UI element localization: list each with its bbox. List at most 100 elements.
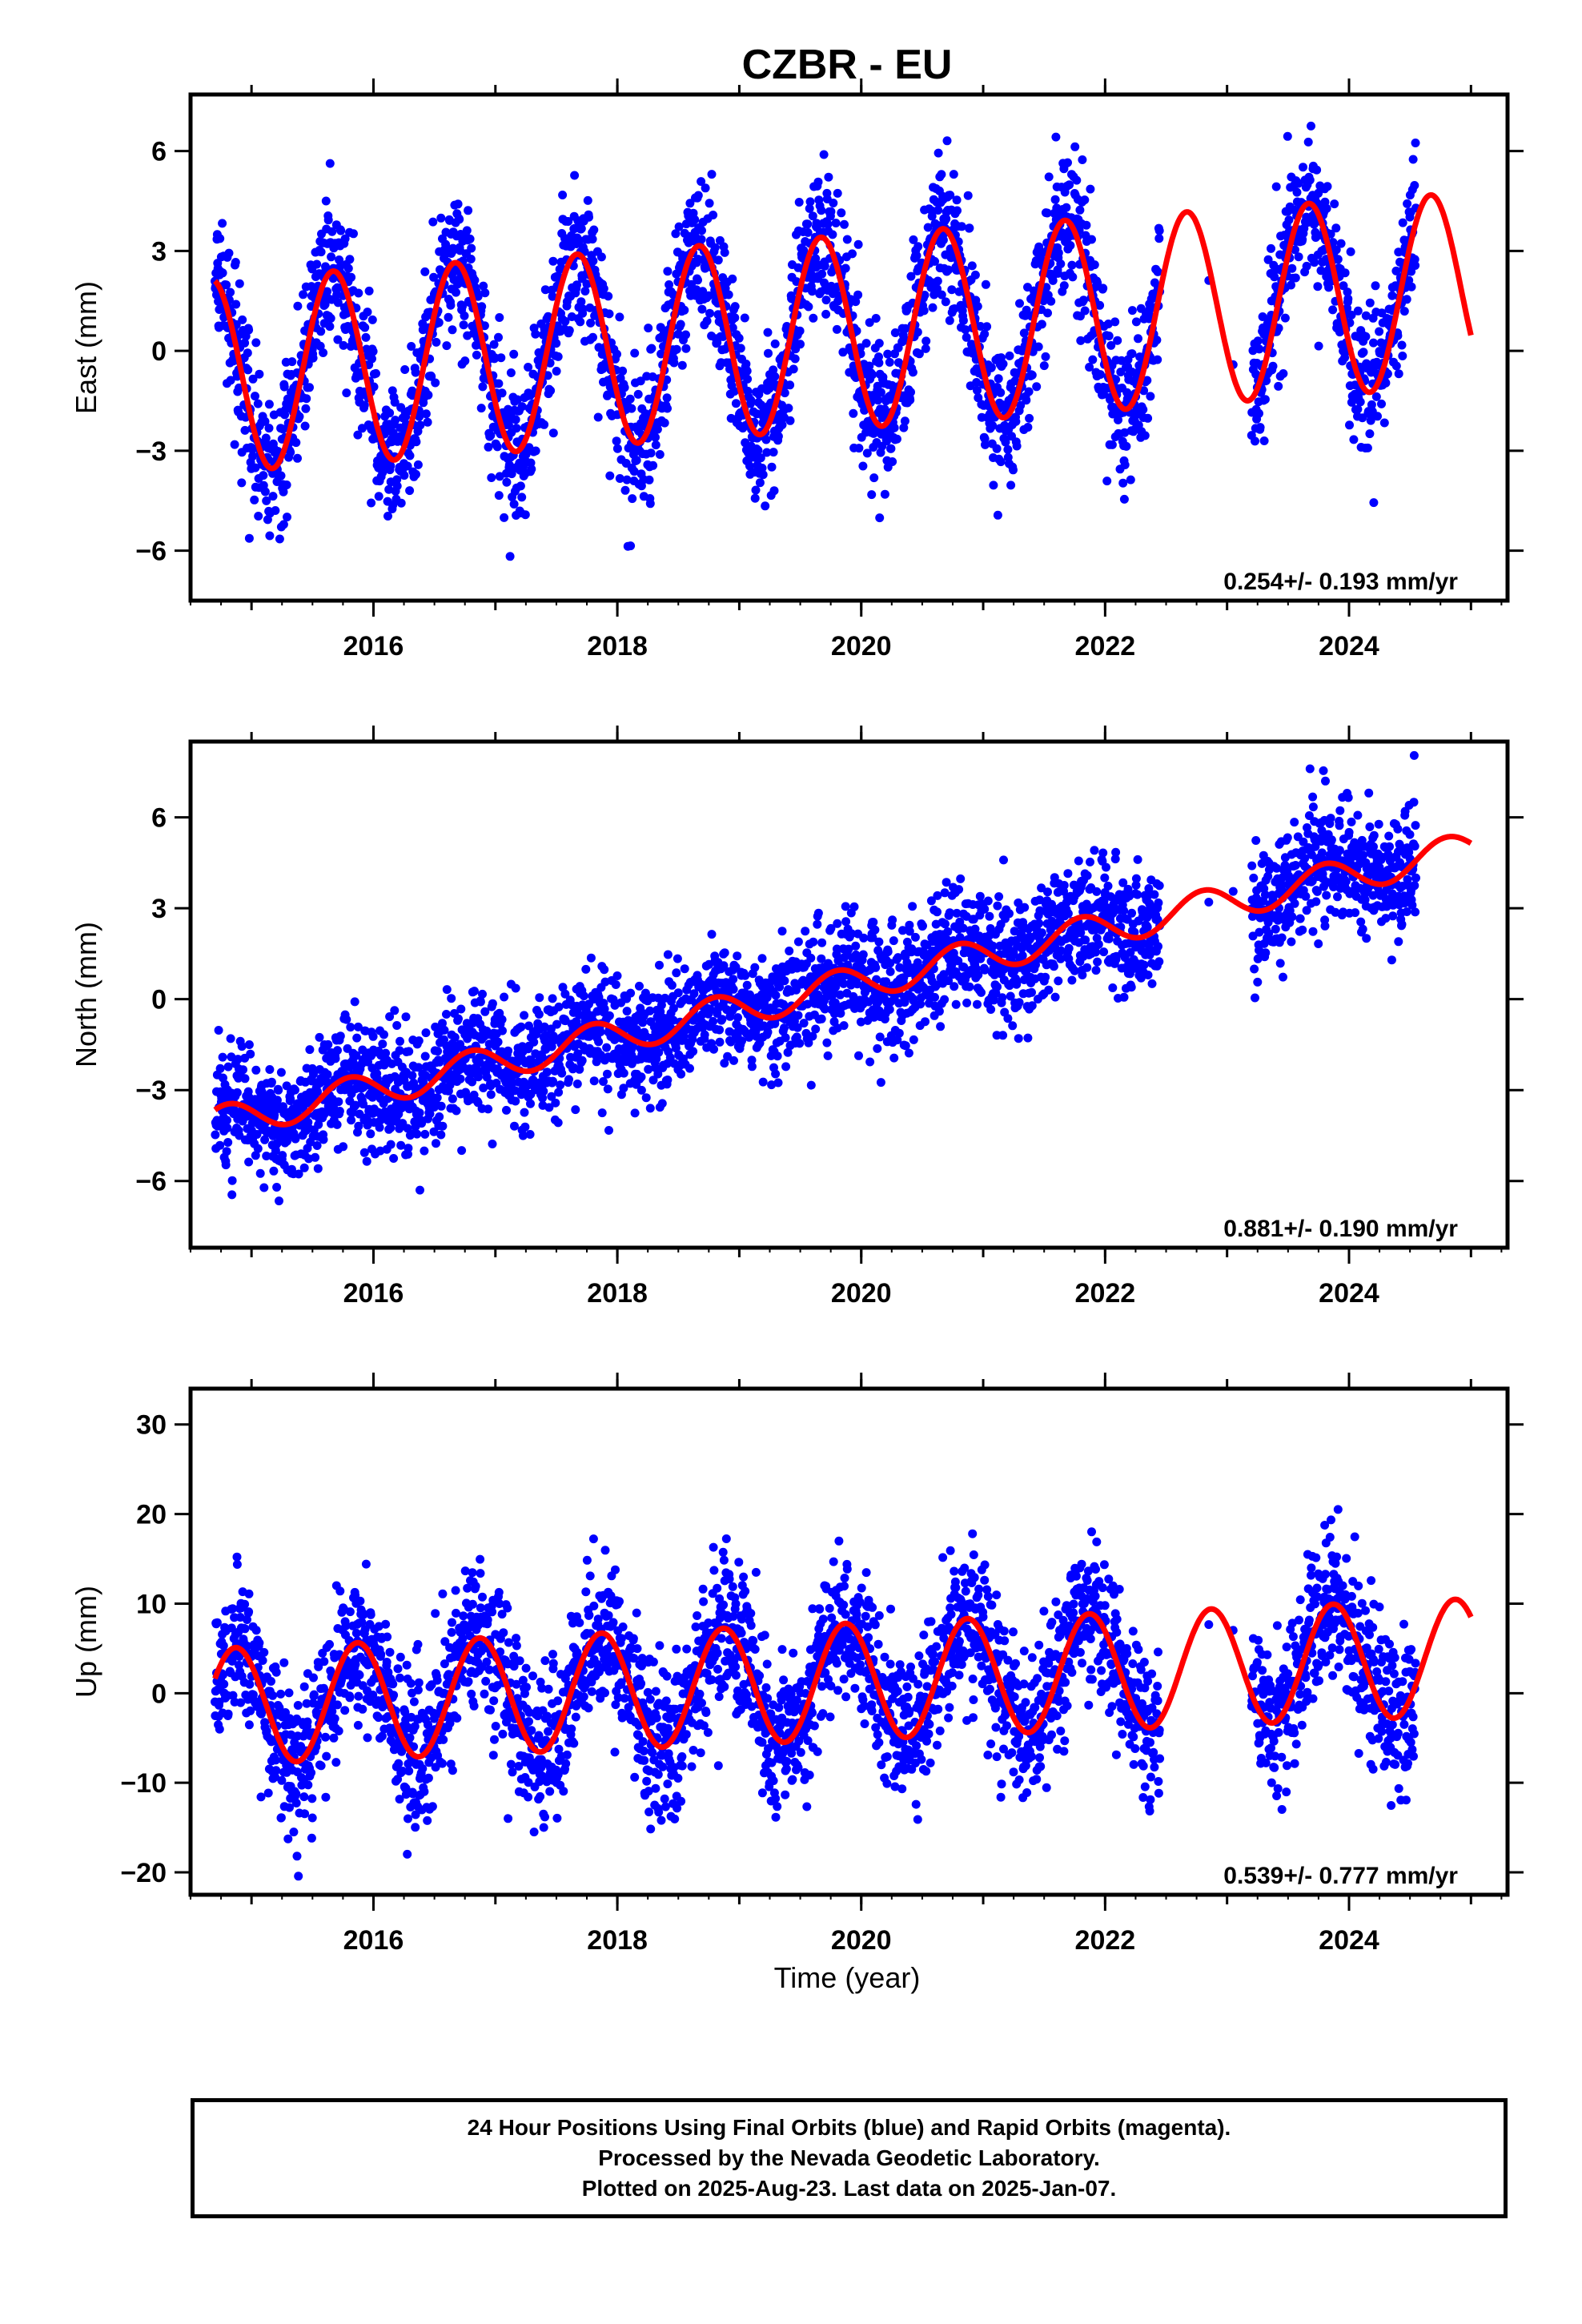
data-point — [777, 927, 787, 936]
data-point — [576, 297, 586, 307]
data-point — [552, 367, 561, 376]
data-point — [886, 444, 896, 453]
data-point — [359, 1148, 369, 1157]
data-point — [1005, 351, 1014, 360]
data-point — [944, 976, 954, 986]
data-point — [1122, 441, 1131, 451]
data-point — [1080, 195, 1090, 205]
data-point — [632, 456, 641, 465]
data-point — [244, 1157, 254, 1167]
data-point — [381, 1048, 391, 1058]
data-point — [803, 219, 813, 229]
data-point — [531, 446, 540, 456]
data-point — [1154, 234, 1164, 243]
data-point — [286, 1094, 295, 1104]
data-point — [321, 196, 331, 206]
data-point — [874, 358, 884, 368]
data-point — [993, 510, 1002, 520]
data-point — [452, 1106, 461, 1116]
data-point — [1090, 260, 1099, 270]
data-point — [1139, 386, 1149, 396]
data-point — [869, 918, 878, 927]
data-point — [717, 1015, 727, 1024]
data-point — [480, 1007, 490, 1016]
data-point — [215, 234, 225, 243]
data-point — [934, 1007, 944, 1016]
data-point — [427, 372, 436, 381]
data-point — [238, 315, 247, 324]
data-point — [420, 1051, 430, 1061]
data-point — [299, 290, 308, 300]
data-point — [509, 500, 519, 509]
data-point — [524, 363, 533, 372]
data-point — [511, 983, 520, 993]
data-point — [1051, 132, 1061, 142]
data-point — [403, 461, 412, 471]
data-point — [751, 485, 761, 495]
data-point — [520, 1108, 529, 1117]
data-point — [1053, 268, 1062, 278]
data-point — [255, 1168, 265, 1178]
data-point — [847, 929, 857, 939]
data-point — [467, 243, 476, 253]
data-point — [761, 435, 771, 444]
data-point — [1355, 397, 1365, 407]
data-point — [856, 1017, 865, 1027]
data-point — [885, 357, 894, 367]
data-point — [742, 366, 752, 376]
data-point — [920, 291, 930, 300]
data-point — [1255, 423, 1265, 432]
data-point — [429, 272, 439, 282]
data-point — [793, 1023, 802, 1032]
data-point — [1263, 255, 1273, 264]
data-point — [645, 1104, 655, 1113]
data-point — [839, 979, 849, 988]
data-point — [1027, 370, 1037, 380]
data-point — [497, 1015, 507, 1024]
data-point — [235, 279, 244, 288]
data-point — [223, 1062, 233, 1072]
data-point — [1140, 431, 1150, 440]
data-point — [392, 475, 402, 485]
data-point — [988, 421, 998, 430]
data-point — [339, 1142, 348, 1152]
data-point — [973, 302, 982, 311]
data-point — [432, 1093, 442, 1103]
data-point — [299, 1163, 309, 1172]
data-point — [227, 1190, 237, 1200]
data-point — [546, 386, 556, 396]
data-point — [351, 1051, 361, 1060]
data-point — [663, 267, 673, 276]
data-point — [665, 280, 674, 289]
data-point — [1078, 155, 1087, 164]
data-point — [262, 1152, 271, 1160]
data-point — [1072, 175, 1082, 185]
data-point — [1143, 413, 1153, 423]
data-point — [626, 988, 636, 998]
data-point — [1294, 252, 1303, 262]
data-point — [704, 291, 713, 300]
data-point — [1302, 261, 1311, 271]
data-point — [333, 1046, 342, 1055]
data-point — [548, 256, 558, 266]
data-point — [720, 247, 729, 257]
data-point — [400, 471, 409, 480]
data-point — [484, 1104, 493, 1114]
data-point — [244, 325, 254, 335]
data-point — [1387, 291, 1397, 300]
data-point — [586, 318, 596, 328]
data-point — [1312, 165, 1322, 175]
data-point — [893, 953, 903, 963]
data-point — [547, 1042, 556, 1051]
data-point — [604, 292, 613, 301]
data-point — [265, 1065, 275, 1074]
data-point — [841, 917, 851, 927]
data-point — [1383, 369, 1392, 379]
data-point — [697, 177, 706, 187]
data-point — [653, 1069, 663, 1079]
data-point — [673, 329, 683, 339]
data-point — [540, 285, 550, 295]
data-point — [644, 324, 653, 333]
data-point — [820, 1004, 829, 1014]
data-point — [233, 1055, 243, 1064]
